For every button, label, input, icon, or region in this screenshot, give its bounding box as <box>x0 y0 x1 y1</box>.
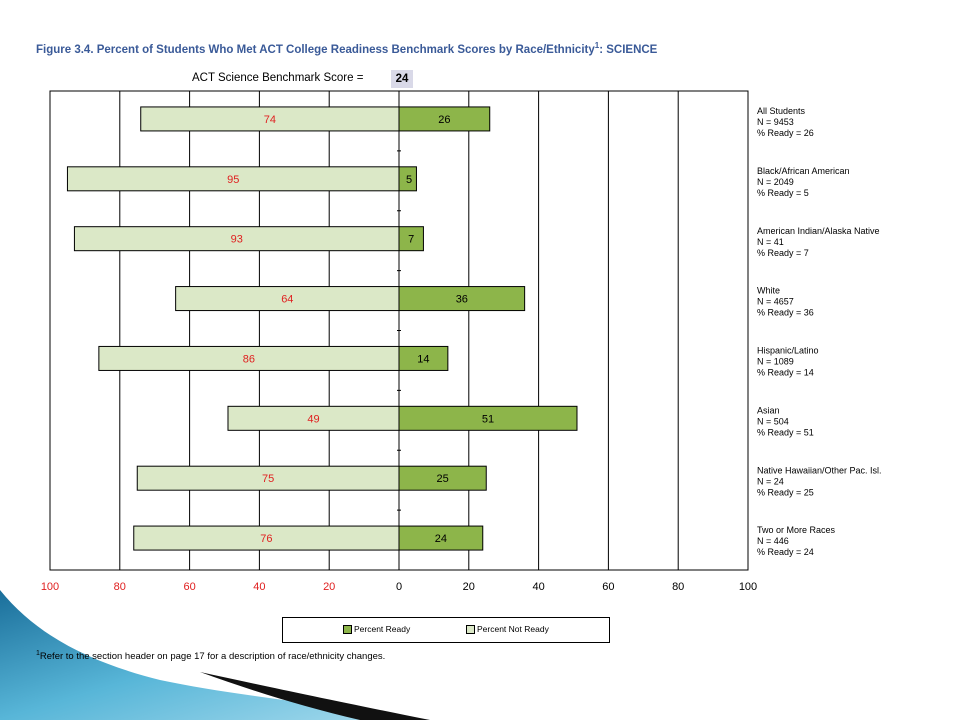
bar-ready <box>398 106 491 132</box>
x-tick-label: 100 <box>739 581 757 593</box>
benchmark-label: ACT Science Benchmark Score = <box>192 72 364 84</box>
x-tick-label: 100 <box>41 581 59 593</box>
x-tick-label: 80 <box>114 581 126 593</box>
legend-not-ready-swatch <box>466 624 475 634</box>
tick-labels-layer: 100 80 60 40 20 0 20 40 60 80 100 <box>41 581 757 593</box>
data-label-ready: 36 <box>456 294 468 306</box>
category-n: N = 446 <box>757 536 789 546</box>
bar-ready <box>398 166 417 192</box>
x-tick-label: 80 <box>672 581 684 593</box>
category-percent-ready: % Ready = 26 <box>757 128 814 138</box>
data-label-ready: 51 <box>482 413 494 425</box>
category-percent-ready: % Ready = 25 <box>757 487 814 497</box>
slide-swoosh-blue <box>0 590 430 720</box>
bar-ready <box>398 226 424 252</box>
data-label-not-ready: 93 <box>231 234 243 246</box>
bar-not-ready <box>175 286 400 312</box>
data-label-ready: 7 <box>408 234 414 246</box>
data-label-not-ready: 75 <box>262 473 274 485</box>
category-n: N = 1089 <box>757 357 794 367</box>
x-tick-label: 60 <box>602 581 614 593</box>
category-name: Native Hawaiian/Other Pac. Isl. <box>757 465 882 475</box>
bar-not-ready <box>133 525 400 551</box>
footnote: 1Refer to the section header on page 17 … <box>36 650 386 663</box>
category-name: Two or More Races <box>757 525 836 535</box>
category-name: Black/African American <box>757 166 850 176</box>
benchmark-value: 24 <box>391 70 413 88</box>
category-name: American Indian/Alaska Native <box>757 226 880 236</box>
x-tick-label: 40 <box>532 581 544 593</box>
category-percent-ready: % Ready = 36 <box>757 308 814 318</box>
bar-ready <box>398 465 487 491</box>
figure-title: Figure 3.4. Percent of Students Who Met … <box>36 41 658 56</box>
category-percent-ready: % Ready = 7 <box>757 248 809 258</box>
bar-not-ready <box>66 166 400 192</box>
category-n: N = 4657 <box>757 297 794 307</box>
bar-not-ready <box>98 345 400 371</box>
category-n: N = 2049 <box>757 177 794 187</box>
x-tick-label: 0 <box>396 581 402 593</box>
data-label-ready: 14 <box>417 353 429 365</box>
category-name: Hispanic/Latino <box>757 346 819 356</box>
data-label-ready: 26 <box>438 114 450 126</box>
bar-ready <box>398 286 526 312</box>
data-label-ready: 24 <box>435 533 447 545</box>
data-label-not-ready: 95 <box>227 174 239 186</box>
category-name: White <box>757 286 780 296</box>
data-label-not-ready: 64 <box>281 294 293 306</box>
legend-ready: Percent Ready <box>343 624 410 634</box>
legend-ready-swatch <box>343 624 352 634</box>
x-tick-label: 60 <box>183 581 195 593</box>
chart-legend: Percent Ready Percent Not Ready <box>282 617 610 643</box>
bar-ready <box>398 525 484 551</box>
legend-not-ready: Percent Not Ready <box>466 624 549 634</box>
grid-layer <box>49 90 749 571</box>
bars-layer: 74 26 95 5 93 7 64 36 86 14 49 51 75 25 76 24 <box>66 106 578 551</box>
bar-not-ready <box>227 405 400 431</box>
x-tick-label: 20 <box>463 581 475 593</box>
category-n: N = 24 <box>757 476 784 486</box>
category-percent-ready: % Ready = 14 <box>757 368 814 378</box>
category-name: All Students <box>757 106 806 116</box>
category-percent-ready: % Ready = 24 <box>757 547 814 557</box>
bar-ready <box>398 345 449 371</box>
category-percent-ready: % Ready = 5 <box>757 188 809 198</box>
category-n: N = 9453 <box>757 117 794 127</box>
legend-ready-label: Percent Ready <box>354 624 411 634</box>
bar-not-ready <box>140 106 400 132</box>
category-name: Asian <box>757 405 780 415</box>
category-n: N = 41 <box>757 237 784 247</box>
bar-ready <box>398 405 578 431</box>
category-percent-ready: % Ready = 51 <box>757 427 814 437</box>
data-label-ready: 25 <box>437 473 449 485</box>
data-label-ready: 5 <box>406 174 412 186</box>
data-label-not-ready: 76 <box>260 533 272 545</box>
data-label-not-ready: 49 <box>307 413 319 425</box>
category-n: N = 504 <box>757 416 789 426</box>
data-label-not-ready: 74 <box>264 114 276 126</box>
data-label-not-ready: 86 <box>243 353 255 365</box>
x-tick-label: 20 <box>323 581 335 593</box>
x-tick-label: 40 <box>253 581 265 593</box>
legend-not-ready-label: Percent Not Ready <box>477 624 549 634</box>
